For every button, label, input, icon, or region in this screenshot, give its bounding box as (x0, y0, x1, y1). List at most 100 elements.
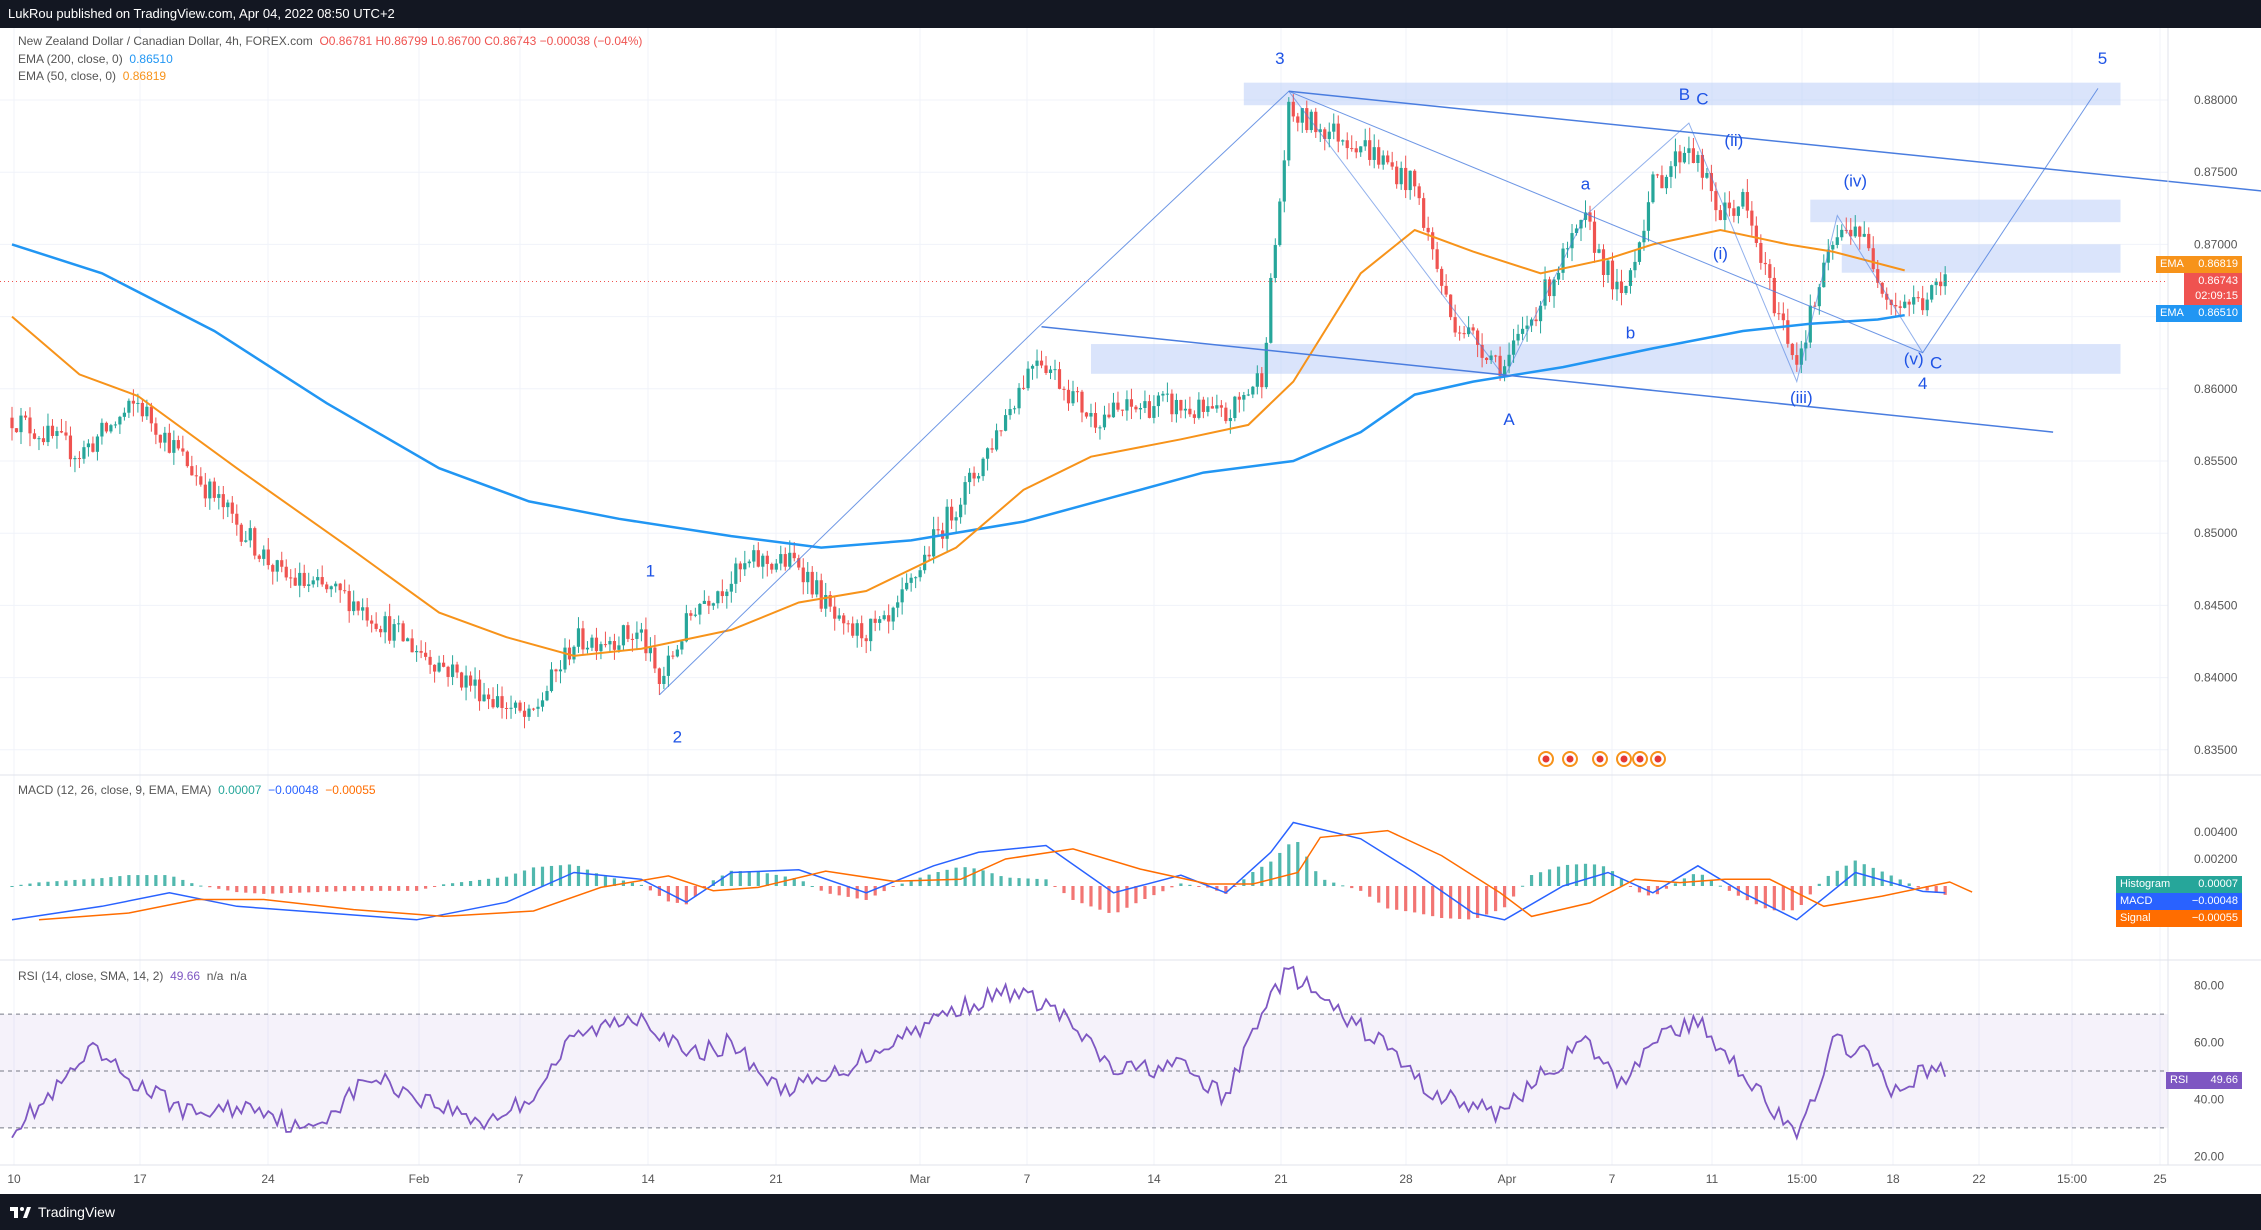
macd-histogram-bar (1476, 886, 1480, 918)
candle-body (1660, 175, 1664, 189)
macd-histogram-bar (253, 886, 257, 894)
candle-body (1696, 154, 1700, 163)
candle-body (1093, 413, 1098, 428)
candle-body (927, 554, 931, 557)
macd-histogram-bar (495, 877, 500, 886)
candle-body (833, 606, 837, 619)
macd-histogram-bar (28, 883, 32, 886)
candle-body (302, 572, 306, 586)
macd-histogram-bar (316, 886, 320, 893)
tradingview-logo[interactable]: TradingView (10, 1194, 115, 1230)
candle-body (1003, 415, 1008, 431)
signal-badge-label: Signal (2116, 910, 2188, 927)
candle-body (639, 629, 644, 633)
macd-histogram-bar (909, 880, 913, 886)
signal-badge-value: −0.00055 (2187, 910, 2242, 927)
signal-badge: Signal −0.00055 (2116, 910, 2242, 927)
macd-histogram-bar (1925, 886, 1929, 891)
time-tick-label: 14 (1147, 1172, 1161, 1186)
macd-histogram-bar (1943, 886, 1947, 895)
impulse-wave-path (659, 88, 2099, 696)
candle-body (1458, 332, 1462, 334)
candle-body (1039, 360, 1044, 366)
macd-histogram-bar (1790, 886, 1794, 911)
candle-body (518, 702, 522, 711)
time-tick-label: 11 (1706, 1172, 1719, 1186)
macd-badge: MACD −0.00048 (2116, 893, 2242, 910)
candle-body (356, 601, 360, 611)
macd-histogram-bar (774, 874, 778, 886)
macd-histogram-bar (756, 871, 760, 886)
candle-body (1165, 393, 1170, 395)
macd-histogram-bar (1341, 885, 1345, 887)
candle-body (424, 652, 428, 657)
macd-histogram-bar (738, 871, 742, 886)
candle-body (1867, 233, 1871, 249)
macd-histogram-bar (208, 886, 212, 888)
macd-histogram-bar (1080, 886, 1084, 904)
macd-histogram-bar (1359, 886, 1363, 891)
candle-body (788, 552, 792, 567)
time-tick-label: 15:00 (2057, 1172, 2087, 1186)
wave-label: 2 (673, 728, 682, 747)
candle-body (1606, 260, 1610, 275)
candle-body (1008, 409, 1012, 416)
macd-histogram-bar (433, 886, 437, 887)
candle-body (379, 628, 383, 633)
candle-body (127, 400, 131, 413)
candle-body (882, 615, 886, 620)
candle-body (1678, 151, 1682, 163)
candle-body (158, 434, 162, 443)
candle-body (1296, 116, 1300, 123)
macd-histogram-bar (1242, 879, 1246, 886)
macd-histogram-bar (1835, 870, 1839, 886)
candle-body (401, 623, 405, 642)
macd-histogram-bar (217, 886, 221, 889)
candle-body (1426, 227, 1430, 233)
macd-histogram-bar (1305, 856, 1309, 886)
macd-histogram-bar (1161, 886, 1165, 892)
macd-histogram-bar (1260, 866, 1264, 886)
time-tick-label: 10 (7, 1172, 21, 1186)
macd-histogram-bar (972, 868, 976, 886)
macd-histogram-bar (1134, 886, 1138, 904)
candle-body (136, 402, 140, 404)
candle-body (1786, 320, 1790, 344)
candle-body (1601, 249, 1606, 275)
macd-histogram-bar (118, 876, 122, 886)
macd-histogram-bar (1916, 886, 1920, 888)
macd-histogram-bar (477, 879, 482, 886)
macd-histogram-bar (1458, 886, 1462, 919)
macd-histogram-bar (1709, 880, 1713, 886)
ema200-value: 0.86510 (129, 52, 173, 66)
macd-histogram-bar (343, 886, 347, 892)
signal-line (38, 829, 1973, 921)
candle-body (91, 443, 95, 452)
candle-body (675, 649, 679, 657)
macd-histogram-bar (747, 871, 751, 886)
candle-body (851, 623, 855, 636)
candle-body (235, 513, 239, 525)
event-icon-dot (1620, 755, 1628, 763)
candle-body (1354, 148, 1358, 153)
candle-body (950, 506, 954, 521)
candle-body (1098, 427, 1102, 429)
macd-histogram-bar (244, 886, 248, 893)
candle-body (217, 494, 221, 498)
candle-body (509, 707, 513, 709)
candle-body (500, 696, 504, 708)
candle-body (554, 669, 558, 672)
candle-body (1934, 281, 1938, 286)
candle-body (1709, 173, 1713, 192)
candle-body (1300, 108, 1304, 123)
candle-body (711, 603, 715, 606)
candle-body (806, 571, 810, 583)
macd-histogram-bar (1251, 872, 1255, 886)
candle-body (1480, 344, 1484, 358)
candle-body (266, 549, 270, 566)
candle-body (1413, 170, 1417, 187)
candle-body (343, 590, 347, 592)
candle-body (585, 647, 590, 650)
candle-body (765, 555, 769, 564)
